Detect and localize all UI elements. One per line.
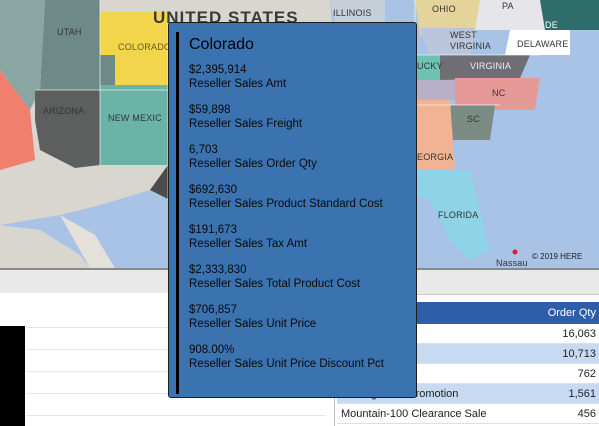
- map-attribution: © 2019 HERE: [532, 252, 583, 261]
- state-sc: [445, 105, 495, 140]
- map-label-utah: UTAH: [57, 27, 82, 37]
- map-label-sc: SC: [467, 114, 480, 124]
- table-row[interactable]: Mountain-100 Clearance Sale 456: [337, 403, 599, 424]
- tooltip-accent-bar: [176, 32, 179, 394]
- state-ohio: [415, 0, 480, 35]
- column-header-order-qty[interactable]: Order Qty: [537, 302, 599, 324]
- map-label-florida: FLORIDA: [438, 210, 479, 220]
- state-utah: [40, 0, 115, 90]
- tooltip-item: $706,857 Reseller Sales Unit Price: [189, 303, 384, 343]
- cell-order-qty: 456: [537, 403, 599, 424]
- tooltip-value: $706,857: [189, 304, 237, 316]
- tooltip-value: $692,630: [189, 184, 237, 196]
- map-label-new-mexico: NEW MEXIC: [108, 113, 162, 123]
- map-label-pa: PA: [502, 1, 514, 11]
- cell-order-qty: 1,561: [537, 383, 599, 404]
- tooltip-item: $59,898 Reseller Sales Freight: [189, 103, 384, 143]
- state-virginia: [440, 55, 530, 80]
- tooltip-item: $191,673 Reseller Sales Tax Amt: [189, 223, 384, 263]
- state-georgia: [415, 100, 455, 170]
- tooltip-item: $2,333,830 Reseller Sales Total Product …: [189, 263, 384, 303]
- tooltip-label: Reseller Sales Freight: [189, 118, 303, 130]
- nassau-marker: [512, 249, 518, 255]
- tooltip-label: Reseller Sales Product Standard Cost: [189, 198, 383, 210]
- map-label-illinois: ILLINOIS: [333, 8, 372, 18]
- cell-order-qty: 10,713: [537, 343, 599, 364]
- cell-order-qty: 762: [537, 363, 599, 384]
- map-label-ohio: OHIO: [432, 4, 456, 14]
- state-florida: [415, 170, 490, 260]
- tooltip-item: $692,630 Reseller Sales Product Standard…: [189, 183, 384, 223]
- tooltip-item: 6,703 Reseller Sales Order Qty: [189, 143, 384, 183]
- state-colorado: [100, 12, 168, 85]
- map-label-de: DE: [545, 20, 558, 30]
- state-arizona: [35, 90, 100, 168]
- chart-bar[interactable]: [0, 326, 25, 426]
- tooltip-value: $2,395,914: [189, 64, 247, 76]
- map-tooltip: Colorado $2,395,914 Reseller Sales Amt $…: [168, 22, 417, 398]
- tooltip-measure-list: $2,395,914 Reseller Sales Amt $59,898 Re…: [189, 63, 384, 383]
- tooltip-value: $2,333,830: [189, 264, 247, 276]
- tooltip-label: Reseller Sales Tax Amt: [189, 238, 308, 250]
- state-west-virginia: [420, 28, 475, 60]
- gridline: [26, 415, 326, 416]
- map-label-nc: NC: [492, 88, 506, 98]
- state-new-mexico: [100, 85, 168, 165]
- tooltip-value: $191,673: [189, 224, 237, 236]
- state-nc: [455, 78, 540, 110]
- map-label-delaware: DELAWARE: [517, 39, 569, 49]
- map-label-georgia: EORGIA: [417, 152, 454, 162]
- map-label-colorado: COLORADO: [118, 42, 172, 52]
- tooltip-label: Reseller Sales Order Qty: [189, 158, 317, 170]
- map-label-nassau: Nassau: [496, 258, 528, 268]
- map-label-arizona: ARIZONA: [43, 106, 85, 116]
- tooltip-item: 908.00% Reseller Sales Unit Price Discou…: [189, 343, 384, 383]
- map-label-kentucky: UCKY: [417, 61, 443, 71]
- tooltip-item: $2,395,914 Reseller Sales Amt: [189, 63, 384, 103]
- tooltip-value: 908.00%: [189, 344, 235, 356]
- tooltip-label: Reseller Sales Unit Price Discount Pct: [189, 358, 384, 370]
- tooltip-value: 6,703: [189, 144, 218, 156]
- tooltip-label: Reseller Sales Amt: [189, 78, 287, 90]
- map-label-west-virginia: WEST VIRGINIA: [450, 30, 492, 51]
- cell-name: Mountain-100 Clearance Sale: [337, 403, 537, 424]
- map-label-virginia: VIRGINIA: [470, 61, 512, 71]
- tooltip-title: Colorado: [189, 36, 254, 53]
- tooltip-label: Reseller Sales Total Product Cost: [189, 278, 361, 290]
- tooltip-value: $59,898: [189, 104, 231, 116]
- cell-order-qty: 16,063: [537, 324, 599, 344]
- tooltip-label: Reseller Sales Unit Price: [189, 318, 317, 330]
